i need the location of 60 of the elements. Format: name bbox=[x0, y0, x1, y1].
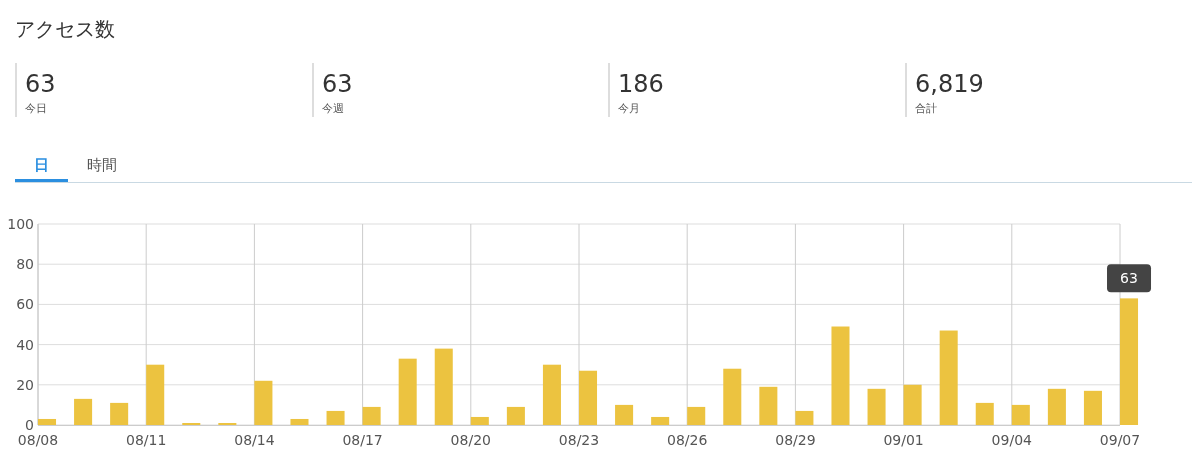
bar bbox=[867, 388, 886, 425]
bar bbox=[398, 358, 417, 425]
bar bbox=[795, 410, 814, 425]
bar bbox=[470, 416, 489, 425]
bar bbox=[38, 418, 57, 425]
bar bbox=[326, 410, 345, 425]
text: 63 bbox=[322, 70, 353, 98]
x-tick-label: 08/29 bbox=[775, 432, 816, 448]
y-tick-label: 100 bbox=[7, 216, 34, 232]
y-tick-label: 0 bbox=[25, 417, 34, 433]
y-tick-label: 20 bbox=[16, 376, 34, 393]
x-tick-label: 08/11 bbox=[126, 432, 167, 448]
chart-title: アクセス数 bbox=[15, 17, 115, 41]
bar bbox=[615, 404, 634, 425]
bar bbox=[1083, 390, 1102, 425]
bar bbox=[759, 386, 778, 425]
text: 今週 bbox=[322, 102, 344, 115]
x-tick-label: 08/17 bbox=[342, 432, 383, 448]
bar bbox=[506, 406, 525, 425]
bar bbox=[434, 348, 453, 425]
bar bbox=[903, 384, 922, 425]
annotation: 63 bbox=[1120, 270, 1138, 287]
y-tick-label: 60 bbox=[16, 296, 34, 313]
bar bbox=[542, 364, 561, 425]
bar bbox=[74, 398, 93, 425]
bar bbox=[362, 406, 381, 425]
x-tick-label: 09/01 bbox=[883, 432, 924, 448]
text: 6,819 bbox=[915, 70, 984, 98]
text: 今日 bbox=[25, 102, 47, 115]
bar bbox=[182, 422, 201, 425]
text: 186 bbox=[618, 70, 664, 98]
x-tick-label: 08/26 bbox=[667, 432, 708, 448]
x-tick-label: 08/23 bbox=[558, 432, 600, 448]
x-tick-label: 09/07 bbox=[1099, 432, 1141, 448]
bar bbox=[1120, 298, 1139, 425]
x-tick-label: 08/20 bbox=[450, 432, 491, 448]
bar bbox=[651, 416, 670, 425]
bar bbox=[939, 330, 958, 425]
bar bbox=[110, 402, 129, 425]
bar bbox=[579, 370, 598, 425]
bar bbox=[975, 402, 994, 425]
bar bbox=[254, 380, 273, 425]
x-tick-label: 08/08 bbox=[17, 432, 59, 448]
bar bbox=[723, 368, 742, 425]
text: 日 bbox=[33, 156, 49, 174]
bar bbox=[290, 418, 309, 425]
text: 63 bbox=[25, 70, 56, 98]
x-tick-label: 08/14 bbox=[234, 432, 275, 448]
bar bbox=[146, 364, 165, 425]
bar bbox=[218, 422, 237, 425]
text: 合計 bbox=[915, 102, 937, 115]
y-tick-label: 40 bbox=[16, 336, 34, 353]
bar bbox=[831, 326, 850, 425]
x-tick-label: 09/04 bbox=[991, 432, 1033, 448]
y-tick-label: 80 bbox=[16, 256, 34, 273]
bar bbox=[1047, 388, 1066, 425]
text: 時間 bbox=[87, 156, 117, 174]
bar bbox=[687, 406, 706, 425]
bar bbox=[1011, 404, 1030, 425]
text: 今月 bbox=[618, 102, 640, 115]
